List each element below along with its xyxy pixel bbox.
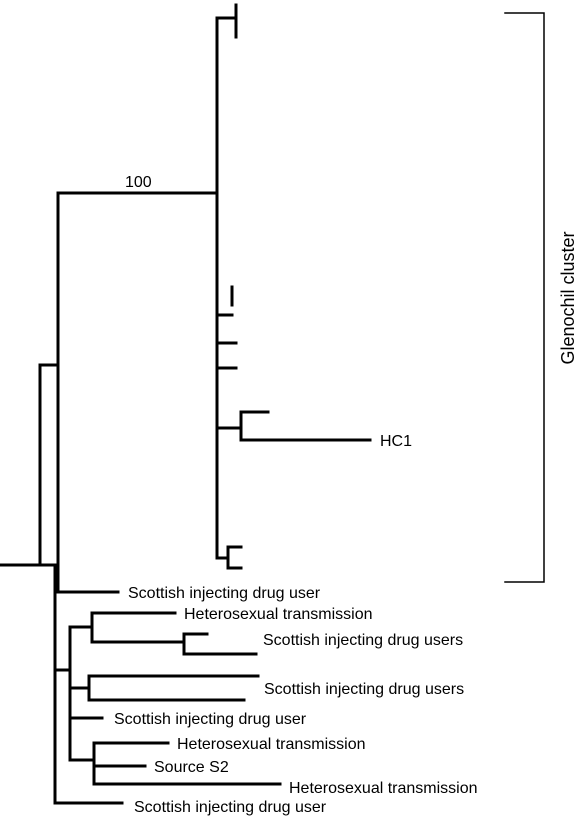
leaf-label-idu-3: Scottish injecting drug user (134, 799, 327, 816)
leaf-label-het-1: Heterosexual transmission (184, 606, 373, 623)
leaf-label-idus-1: Scottish injecting drug users (263, 632, 463, 649)
leaf-label-het-3: Heterosexual transmission (289, 780, 478, 797)
leaf-label-idu-2: Scottish injecting drug user (114, 711, 307, 728)
leaf-label-idu-1: Scottish injecting drug user (128, 585, 321, 602)
cluster-label: Glenochil cluster (558, 231, 578, 364)
leaf-label-hc1: HC1 (380, 433, 412, 450)
leaf-label-idus-2: Scottish injecting drug users (264, 681, 464, 698)
cluster-bracket (504, 12, 545, 583)
tree-branches (0, 3, 372, 805)
leaf-label-source-s2: Source S2 (154, 759, 229, 776)
bootstrap-value: 100 (125, 174, 152, 191)
leaf-label-het-2: Heterosexual transmission (177, 736, 366, 753)
